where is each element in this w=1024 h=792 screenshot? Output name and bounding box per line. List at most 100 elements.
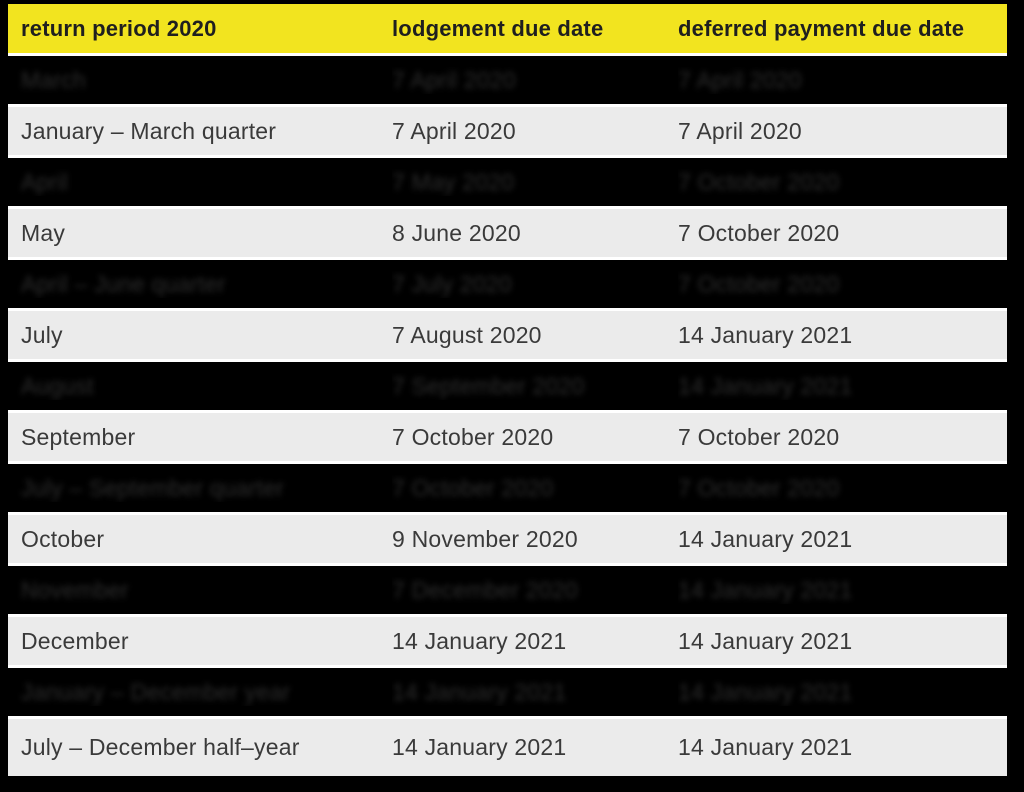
cell-deferred-due: 14 January 2021 <box>678 373 1007 400</box>
table-row: October 9 November 2020 14 January 2021 <box>8 515 1007 563</box>
table-row-redacted: March 7 April 2020 7 April 2020 <box>8 56 1007 104</box>
cell-text: 7 April 2020 <box>392 117 516 144</box>
cell-text: July <box>21 321 63 348</box>
cell-period: December <box>8 628 392 655</box>
table-row-redacted: August 7 September 2020 14 January 2021 <box>8 362 1007 410</box>
cell-deferred-due: 7 October 2020 <box>678 169 1007 196</box>
cell-deferred-due: 14 January 2021 <box>678 526 1007 553</box>
table-row-redacted: July – September quarter 7 October 2020 7 … <box>8 464 1007 512</box>
table-row-redacted: January – December year 14 January 2021 14… <box>8 668 1007 716</box>
cell-text: 7 December 2020 <box>392 576 578 603</box>
cell-text: 7 May 2020 <box>392 168 515 195</box>
column-header-label: return period 2020 <box>21 15 217 41</box>
cell-lodgement-due: 7 April 2020 <box>392 67 678 94</box>
table-row: May 8 June 2020 7 October 2020 <box>8 209 1007 257</box>
cell-text: 7 October 2020 <box>392 423 554 450</box>
cell-lodgement-due: 14 January 2021 <box>392 628 678 655</box>
table-row: September 7 October 2020 7 October 2020 <box>8 413 1007 461</box>
cell-deferred-due: 7 April 2020 <box>678 67 1007 94</box>
table-rows: March 7 April 2020 7 April 2020 January – M… <box>8 56 1007 776</box>
cell-lodgement-due: 7 September 2020 <box>392 373 678 400</box>
cell-lodgement-due: 7 August 2020 <box>392 322 678 349</box>
cell-period: November <box>8 577 392 604</box>
cell-text: 14 January 2021 <box>678 321 853 348</box>
table-row-redacted: April – June quarter 7 July 2020 7 October… <box>8 260 1007 308</box>
cell-deferred-due: 7 October 2020 <box>678 220 1007 247</box>
table-row: July 7 August 2020 14 January 2021 <box>8 311 1007 359</box>
cell-text: 7 October 2020 <box>392 474 554 501</box>
cell-text: 14 January 2021 <box>392 734 567 760</box>
table-row-redacted: November 7 December 2020 14 January 2021 <box>8 566 1007 614</box>
column-header-lodgement-due-date: lodgement due date <box>392 16 678 42</box>
cell-text: 7 October 2020 <box>678 474 840 501</box>
cell-lodgement-due: 7 October 2020 <box>392 424 678 451</box>
cell-text: 14 January 2021 <box>678 372 853 399</box>
cell-lodgement-due: 7 December 2020 <box>392 577 678 604</box>
cell-deferred-due: 14 January 2021 <box>678 734 1007 761</box>
cell-deferred-due: 7 October 2020 <box>678 424 1007 451</box>
cell-period: April – June quarter <box>8 271 392 298</box>
cell-text: 7 October 2020 <box>678 219 840 246</box>
cell-text: 8 June 2020 <box>392 219 521 246</box>
cell-text: December <box>21 627 129 654</box>
cell-text: 7 August 2020 <box>392 321 542 348</box>
cell-text: 14 January 2021 <box>678 525 853 552</box>
cell-text: 14 January 2021 <box>678 576 853 603</box>
cell-text: April – June quarter <box>21 270 226 297</box>
cell-period: January – March quarter <box>8 118 392 145</box>
cell-period: May <box>8 220 392 247</box>
cell-deferred-due: 7 April 2020 <box>678 118 1007 145</box>
column-header-return-period: return period 2020 <box>8 16 392 42</box>
cell-text: October <box>21 525 105 552</box>
due-dates-table: return period 2020 lodgement due date de… <box>8 4 1007 776</box>
cell-period: April <box>8 169 392 196</box>
cell-text: August <box>21 372 94 399</box>
cell-text: 7 July 2020 <box>392 270 512 297</box>
cell-text: July – September quarter <box>21 474 285 501</box>
cell-lodgement-due: 7 May 2020 <box>392 169 678 196</box>
table-header-row: return period 2020 lodgement due date de… <box>8 4 1007 53</box>
cell-text: November <box>21 576 129 603</box>
cell-text: May <box>21 219 66 246</box>
cell-lodgement-due: 14 January 2021 <box>392 734 678 761</box>
cell-period: July – September quarter <box>8 475 392 502</box>
cell-period: July – December half–year <box>8 734 392 761</box>
cell-deferred-due: 14 January 2021 <box>678 577 1007 604</box>
cell-deferred-due: 14 January 2021 <box>678 322 1007 349</box>
cell-lodgement-due: 8 June 2020 <box>392 220 678 247</box>
cell-text: 7 October 2020 <box>678 168 840 195</box>
cell-lodgement-due: 14 January 2021 <box>392 679 678 706</box>
cell-text: April <box>21 168 69 195</box>
cell-period: October <box>8 526 392 553</box>
cell-text: 14 January 2021 <box>678 627 853 654</box>
column-header-label: lodgement due date <box>392 15 604 41</box>
cell-text: 9 November 2020 <box>392 525 578 552</box>
cell-text: 14 January 2021 <box>678 678 853 705</box>
cell-text: 7 April 2020 <box>678 117 802 144</box>
cell-lodgement-due: 7 April 2020 <box>392 118 678 145</box>
table-row: December 14 January 2021 14 January 2021 <box>8 617 1007 665</box>
cell-text: 7 September 2020 <box>392 372 585 399</box>
cell-text: July – December half–year <box>21 734 300 760</box>
table-row-redacted: April 7 May 2020 7 October 2020 <box>8 158 1007 206</box>
cell-period: March <box>8 67 392 94</box>
cell-deferred-due: 7 October 2020 <box>678 475 1007 502</box>
cell-lodgement-due: 7 October 2020 <box>392 475 678 502</box>
cell-text: 14 January 2021 <box>392 627 567 654</box>
cell-text: March <box>21 66 86 93</box>
cell-text: 7 April 2020 <box>392 66 516 93</box>
table-row: July – December half–year 14 January 2021… <box>8 719 1007 776</box>
cell-lodgement-due: 7 July 2020 <box>392 271 678 298</box>
cell-deferred-due: 7 October 2020 <box>678 271 1007 298</box>
column-header-deferred-payment-due-date: deferred payment due date <box>678 16 1007 42</box>
cell-deferred-due: 14 January 2021 <box>678 628 1007 655</box>
cell-text: January – March quarter <box>21 117 277 144</box>
cell-text: January – December year <box>21 678 291 705</box>
column-header-label: deferred payment due date <box>678 15 965 41</box>
cell-text: 14 January 2021 <box>678 734 853 760</box>
table-row: January – March quarter 7 April 2020 7 Apr… <box>8 107 1007 155</box>
cell-period: August <box>8 373 392 400</box>
cell-text: September <box>21 423 136 450</box>
cell-lodgement-due: 9 November 2020 <box>392 526 678 553</box>
